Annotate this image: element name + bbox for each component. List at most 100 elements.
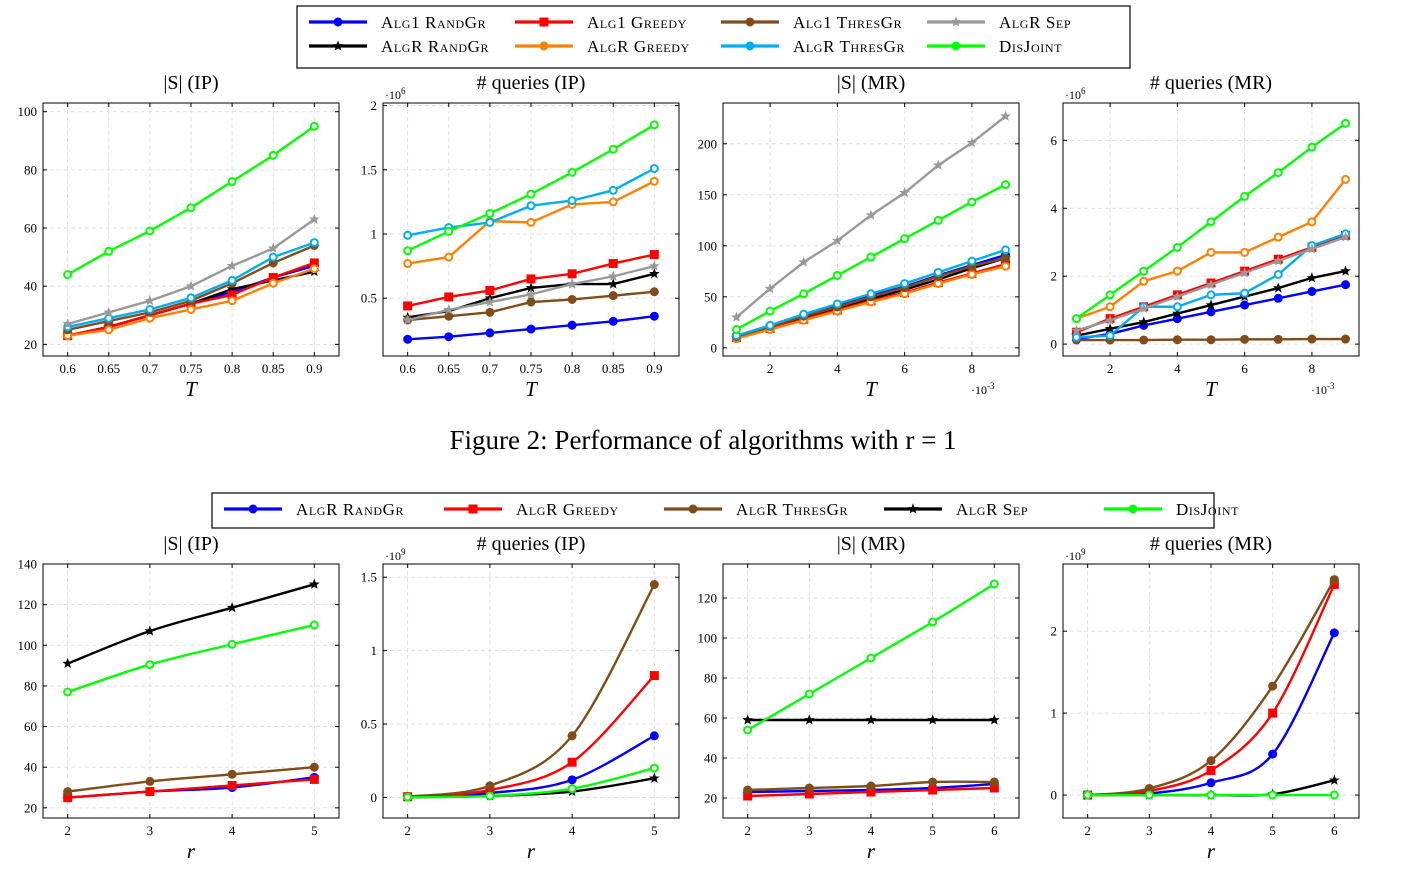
data-point-algr-sep (1239, 267, 1250, 278)
data-point-disjoint (1341, 118, 1351, 128)
data-point-disjoint (309, 121, 319, 131)
caption-figure-1: Figure 2: Performance of algorithms with… (449, 425, 957, 455)
x-tick-label: 3 (487, 823, 494, 838)
data-point-alg1-thresgr (1240, 334, 1250, 344)
data-point-disjoint (649, 763, 659, 773)
y-tick-label: 100 (18, 104, 38, 119)
legend-label-disjoint: DisJoint (999, 37, 1062, 56)
data-point-disjoint (765, 306, 775, 316)
legend-marker-algr-greedy (468, 504, 478, 514)
series-line-algr-greedy (1087, 583, 1336, 797)
data-point-disjoint (1144, 790, 1154, 800)
legend-marker-alg1-thresgr (745, 17, 755, 27)
y-tick-label: 1 (371, 643, 378, 658)
data-point-algr-thresgr (799, 309, 809, 319)
plot-frame (722, 102, 1020, 357)
series-line-algr-thresgr (67, 766, 315, 793)
data-point-algr-thresgr (526, 201, 536, 211)
series-line-algr-thresgr (407, 583, 656, 798)
data-point-algr-randgr (1206, 778, 1216, 788)
chart-panel-6: # queries (IP) 2 3 4 5 0 0.5 1 1.5 r ·109 (361, 533, 680, 863)
data-point-algr-greedy (309, 774, 319, 784)
x-tick-label: 6 (901, 361, 908, 376)
x-scale-label: ·10-3 (971, 381, 995, 397)
data-point-algr-thresgr (967, 256, 977, 266)
data-point-algr-sep (525, 288, 537, 299)
chart-panel-2: # queries (IP) 0.6 0.65 0.7 0.75 0.8 0.85 0.9 0.… (361, 72, 680, 401)
plot-frame (42, 563, 340, 819)
data-point-disjoint (444, 226, 454, 236)
x-tick-label: 4 (229, 823, 236, 838)
x-tick-label: 2 (64, 823, 71, 838)
x-tick-label: 6 (1331, 823, 1338, 838)
data-point-disjoint (268, 150, 278, 160)
y-scale-label: ·109 (385, 547, 406, 563)
data-point-algr-greedy (145, 787, 155, 797)
x-tick-label: 0.6 (60, 361, 77, 376)
data-point-alg1-greedy (567, 269, 577, 279)
data-point-algr-sep (566, 278, 578, 289)
data-point-disjoint (145, 660, 155, 670)
data-point-algr-sep (185, 280, 197, 291)
x-scale-exponent: -3 (987, 381, 995, 391)
data-point-alg1-randgr (608, 316, 618, 326)
y-scale-label: ·106 (1065, 86, 1086, 102)
data-point-algr-sep (1000, 110, 1011, 121)
data-point-alg1-greedy (268, 272, 278, 282)
data-point-disjoint (1172, 242, 1182, 252)
data-point-algr-sep (927, 714, 938, 725)
chart-panel-3: |S| (MR) 2 4 6 8 0 50 100 150 200 T ·10-3 (698, 72, 1020, 401)
legend-label-alg1-randgr: Alg1 RandGr (381, 13, 486, 32)
legend-box (296, 5, 1131, 69)
data-point-algr-randgr (607, 278, 619, 289)
plot-frame (1062, 102, 1360, 357)
data-point-disjoint (567, 167, 577, 177)
y-tick-label: 60 (24, 719, 37, 734)
x-tick-label: 0.6 (400, 361, 417, 376)
data-point-disjoint (485, 791, 495, 801)
data-point-algr-greedy (989, 783, 999, 793)
y-scale-label: ·109 (1065, 547, 1086, 563)
plot-frame (722, 563, 1020, 819)
data-point-alg1-thresgr (649, 287, 659, 297)
legend-marker-algr-sep (907, 503, 919, 514)
x-axis-label: T (185, 377, 198, 401)
data-point-alg1-thresgr (526, 297, 536, 307)
x-tick-label: 0.75 (520, 361, 543, 376)
y-tick-label: 80 (24, 162, 37, 177)
y-scale-exponent: 6 (1081, 86, 1086, 96)
chart-panel-1: |S| (IP) 0.6 0.65 0.7 0.75 0.8 0.85 0.9 20 40 60 80… (18, 72, 340, 401)
series-line-algr-sep (67, 583, 315, 665)
chart-panel-8: # queries (MR) 2 3 4 5 6 0 1 2 r ·109 (1051, 533, 1360, 863)
data-point-algr-sep (103, 306, 115, 317)
data-point-algr-thresgr (309, 238, 319, 248)
data-point-disjoint (866, 252, 876, 262)
data-point-disjoint (608, 144, 618, 154)
data-point-alg1-randgr (485, 328, 495, 338)
data-point-algr-thresgr (1172, 302, 1182, 312)
data-point-algr-sep (1172, 290, 1183, 302)
y-tick-label: 50 (704, 289, 717, 304)
data-point-algr-sep (144, 625, 156, 636)
series-line-algr-randgr (407, 734, 655, 798)
x-tick-label: 4 (569, 823, 576, 838)
data-point-disjoint (1139, 266, 1149, 276)
data-point-disjoint (63, 270, 73, 280)
data-point-algr-thresgr (1273, 269, 1283, 279)
data-point-algr-greedy (444, 252, 454, 262)
data-point-algr-greedy (1329, 579, 1339, 589)
data-point-alg1-greedy (608, 259, 618, 269)
legend-label-algr-randgr: AlgR RandGr (296, 500, 404, 519)
data-point-algr-greedy (1240, 247, 1250, 257)
data-point-algr-sep (309, 213, 320, 224)
data-point-algr-greedy (1273, 232, 1283, 242)
y-tick-label: 120 (698, 591, 718, 606)
data-point-algr-thresgr (1206, 290, 1216, 300)
data-point-alg1-thresgr (1139, 335, 1149, 345)
data-point-disjoint (145, 226, 155, 236)
data-point-disjoint (1268, 790, 1278, 800)
data-point-algr-thresgr (832, 299, 842, 309)
chart-panel-7: |S| (MR) 2 3 4 5 6 20 40 60 80 100 120 r (698, 533, 1020, 863)
y-tick-label: 100 (698, 631, 718, 646)
y-tick-label: 80 (24, 678, 37, 693)
